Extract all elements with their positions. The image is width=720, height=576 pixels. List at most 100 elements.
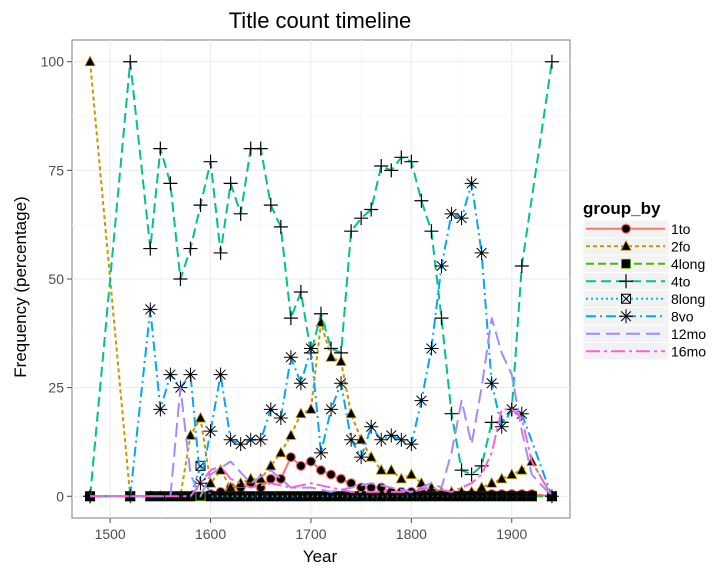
point-plus xyxy=(434,311,449,326)
data-point xyxy=(444,406,459,421)
point-star xyxy=(183,367,198,382)
point-star xyxy=(454,211,469,226)
data-point xyxy=(620,223,632,234)
point-star xyxy=(163,367,178,382)
data-point xyxy=(275,446,287,458)
point-box-x xyxy=(406,491,417,502)
point-box xyxy=(225,491,236,502)
data-point xyxy=(544,489,559,504)
data-point xyxy=(205,491,216,502)
point-box-x xyxy=(486,491,497,502)
point-plus xyxy=(384,163,399,178)
data-point xyxy=(496,491,507,502)
point-star xyxy=(464,176,479,191)
point-triangle xyxy=(486,476,498,488)
point-box xyxy=(426,491,437,502)
point-plus xyxy=(253,141,268,156)
data-point xyxy=(283,350,298,365)
point-star xyxy=(324,402,339,417)
point-box-x xyxy=(296,491,306,502)
series-16mo xyxy=(90,408,553,498)
data-point xyxy=(364,419,379,434)
point-circle xyxy=(620,223,632,234)
data-point xyxy=(283,311,298,326)
point-box xyxy=(526,491,537,502)
point-plus xyxy=(334,345,349,360)
data-point xyxy=(213,367,228,382)
point-circle xyxy=(265,473,276,484)
point-plus xyxy=(404,154,419,169)
x-axis-title: Year xyxy=(303,547,338,566)
point-triangle xyxy=(345,407,357,419)
data-point xyxy=(336,491,347,502)
point-box xyxy=(245,491,256,502)
point-plus xyxy=(263,198,278,213)
point-box xyxy=(476,491,487,502)
legend-label: 8vo xyxy=(671,308,694,324)
data-point xyxy=(215,491,226,502)
x-tick-label: 1900 xyxy=(496,526,527,542)
point-box xyxy=(466,491,477,502)
point-triangle xyxy=(395,472,407,484)
point-plus xyxy=(444,406,459,421)
data-point xyxy=(334,345,349,360)
point-box xyxy=(235,491,246,502)
point-plus xyxy=(223,176,238,191)
data-point xyxy=(619,274,633,289)
data-point xyxy=(436,491,447,502)
data-point xyxy=(293,285,308,300)
point-box xyxy=(621,293,631,304)
point-triangle xyxy=(325,350,337,362)
point-plus xyxy=(143,241,158,256)
data-point xyxy=(193,476,208,491)
point-plus xyxy=(314,306,328,321)
data-point xyxy=(315,465,327,476)
data-point xyxy=(621,293,631,304)
data-point xyxy=(424,341,439,356)
point-plus xyxy=(193,198,208,213)
point-star xyxy=(474,245,489,260)
data-point xyxy=(516,491,527,502)
legend-label: 4long xyxy=(671,256,705,272)
data-point xyxy=(496,472,508,484)
legend-label: 1to xyxy=(671,221,691,237)
point-triangle xyxy=(355,433,367,445)
data-point xyxy=(384,428,399,443)
data-point xyxy=(620,239,632,251)
point-star xyxy=(153,402,168,417)
data-point xyxy=(263,402,278,417)
point-star xyxy=(434,258,449,273)
series-4to xyxy=(83,54,559,504)
point-triangle xyxy=(335,355,347,366)
data-point xyxy=(486,491,497,502)
data-point xyxy=(265,473,276,484)
point-plus xyxy=(344,224,359,239)
data-point xyxy=(354,450,369,465)
data-point xyxy=(414,393,429,408)
point-star xyxy=(544,489,559,504)
data-point xyxy=(416,491,427,502)
data-point xyxy=(404,154,419,169)
x-tick-label: 1800 xyxy=(396,526,427,542)
legend-item-4to: 4to xyxy=(582,272,691,291)
data-point xyxy=(285,491,296,502)
data-point xyxy=(253,432,268,447)
data-point xyxy=(285,429,297,440)
data-point xyxy=(163,176,178,191)
point-circle xyxy=(295,460,307,471)
y-tick-label: 75 xyxy=(48,162,64,178)
point-plus xyxy=(213,245,228,260)
point-star xyxy=(243,432,258,447)
x-tick-label: 1700 xyxy=(295,526,326,542)
point-box xyxy=(265,491,276,502)
data-point xyxy=(506,468,518,479)
point-box-x xyxy=(275,491,286,502)
data-point xyxy=(316,491,326,502)
point-box xyxy=(195,460,206,471)
data-point xyxy=(183,367,198,382)
series-line xyxy=(90,317,553,498)
point-star xyxy=(283,350,298,365)
y-axis-title: Frequency (percentage) xyxy=(11,196,30,377)
point-triangle xyxy=(285,429,297,440)
